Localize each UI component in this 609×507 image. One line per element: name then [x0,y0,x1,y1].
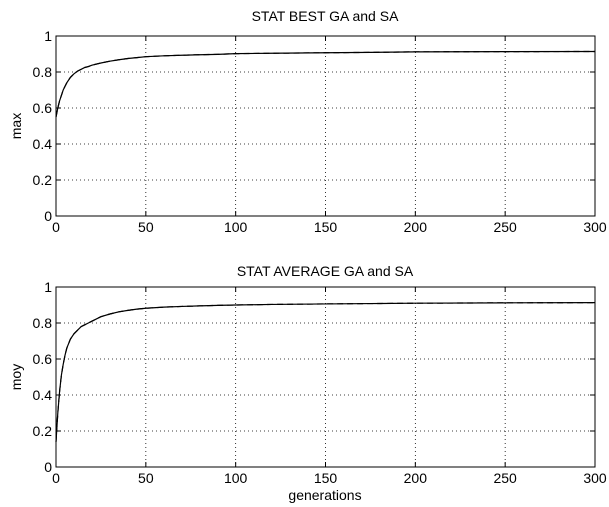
y-tick-label-best: 0 [44,208,52,224]
series-line-average-dashed [55,302,596,442]
subplot-average: STAT AVERAGE GA and SA moy 0 50 100 150 200 2… [8,263,607,503]
x-tick-label-best: 50 [138,219,154,235]
x-tick-label-best: 100 [224,219,248,235]
x-tick-label-best: 250 [493,219,517,235]
chart-title-best: STAT BEST GA and SA [252,8,399,24]
y-axis-label-best: max [8,113,24,139]
x-axis-label-average: generations [288,487,361,503]
ticks-average: 0 50 100 150 200 250 300 0 0.2 0.4 0.6 0.8 1 [33,279,607,486]
ticks-best: 0 50 100 150 200 250 300 0 0.2 0.4 0.6 0.8 1 [33,28,607,235]
x-tick-label-average: 300 [583,470,607,486]
y-tick-label-best: 0.6 [33,100,53,116]
y-axis-label-average: moy [8,364,24,390]
x-tick-label-average: 100 [224,470,248,486]
y-tick-label-average: 0 [44,459,52,475]
y-tick-label-average: 0.8 [33,315,53,331]
x-tick-label-average: 150 [314,470,338,486]
y-tick-label-best: 1 [44,28,52,44]
series-group-average [55,302,596,442]
x-tick-label-best: 150 [314,219,338,235]
y-tick-label-average: 0.2 [33,423,53,439]
x-tick-label-best: 300 [583,219,607,235]
y-tick-label-best: 0.4 [33,136,53,152]
chart-title-average: STAT AVERAGE GA and SA [237,263,414,279]
y-tick-label-average: 1 [44,279,52,295]
y-tick-label-best: 0.8 [33,64,53,80]
subplot-best: STAT BEST GA and SA max 0 50 100 150 200 250 3… [8,8,607,235]
x-tick-label-best: 200 [404,219,428,235]
x-tick-label-average: 0 [52,470,60,486]
x-tick-label-average: 250 [493,470,517,486]
x-tick-label-average: 200 [404,470,428,486]
x-tick-label-best: 0 [52,219,60,235]
gridlines-best [56,36,595,216]
y-tick-label-average: 0.4 [33,387,53,403]
x-tick-label-average: 50 [138,470,154,486]
gridlines-average [56,287,595,467]
series-group-best [55,50,596,118]
series-line-best-dashed [55,50,596,118]
y-tick-label-best: 0.2 [33,172,53,188]
y-tick-label-average: 0.6 [33,351,53,367]
